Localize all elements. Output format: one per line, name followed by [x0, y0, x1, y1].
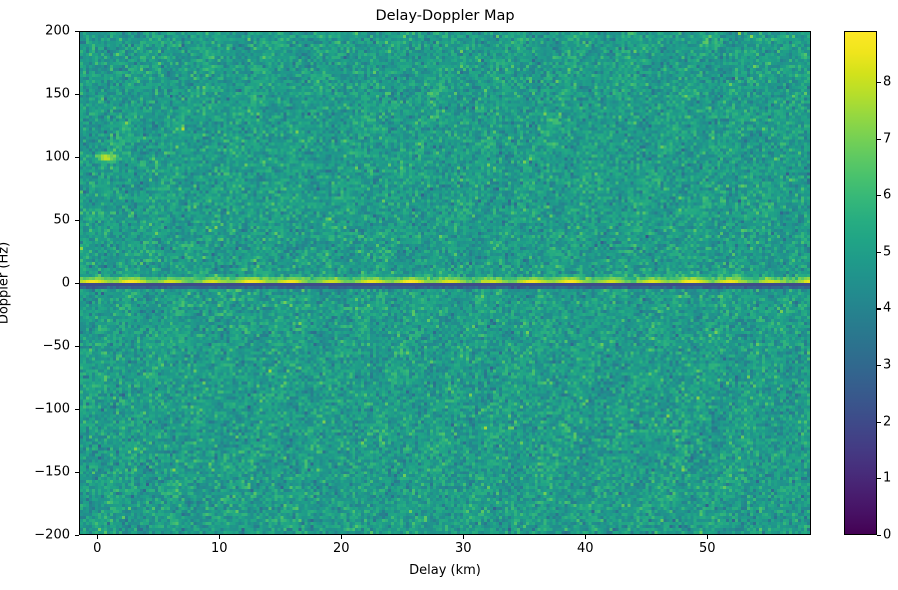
x-tick-mark [219, 535, 221, 539]
y-tick-label: 50 [53, 212, 70, 228]
colorbar-tick-mark [877, 421, 881, 423]
y-tick-label: 150 [45, 86, 70, 102]
y-tick-mark [75, 94, 79, 96]
colorbar-tick-mark [877, 478, 881, 480]
colorbar-tick-mark [877, 138, 881, 140]
colorbar-tick-label: 5 [883, 244, 892, 260]
y-tick-label: 100 [45, 149, 70, 165]
colorbar-tick-mark [877, 365, 881, 367]
x-tick-label: 50 [699, 541, 716, 556]
x-tick-mark [463, 535, 465, 539]
chart-title: Delay-Doppler Map [375, 8, 515, 24]
y-tick-label: 0 [61, 275, 70, 291]
x-tick-label: 0 [93, 541, 102, 556]
y-tick-label: −150 [34, 464, 70, 480]
y-tick-mark [75, 31, 79, 33]
colorbar-tick-mark [877, 251, 881, 253]
x-tick-label: 30 [455, 541, 472, 556]
colorbar-tick-mark [877, 195, 881, 197]
delay-doppler-heatmap [80, 32, 810, 534]
colorbar-tick-label: 2 [883, 414, 892, 430]
colorbar[interactable] [844, 31, 877, 535]
colorbar-tick-label: 3 [883, 357, 892, 373]
y-axis-label: Doppler (Hz) [0, 241, 12, 325]
x-tick-mark [341, 535, 343, 539]
colorbar-tick-mark [877, 535, 881, 537]
y-tick-mark [75, 220, 79, 222]
x-tick-mark [585, 535, 587, 539]
y-tick-mark [75, 157, 79, 159]
colorbar-tick-label: 6 [883, 187, 892, 203]
y-tick-mark [75, 472, 79, 474]
colorbar-tick-mark [877, 81, 881, 84]
x-axis-label: Delay (km) [409, 563, 481, 578]
y-tick-label: −50 [42, 338, 70, 354]
x-tick-label: 20 [333, 541, 350, 556]
colorbar-tick-mark [877, 308, 881, 310]
heatmap-plot-area[interactable] [79, 31, 811, 535]
y-tick-label: −200 [34, 527, 70, 543]
colorbar-tick-label: 1 [883, 470, 892, 486]
y-tick-label: −100 [34, 401, 70, 417]
x-tick-label: 10 [211, 541, 228, 556]
y-tick-mark [75, 535, 79, 537]
y-tick-label: 200 [45, 23, 70, 39]
colorbar-tick-label: 4 [883, 300, 892, 316]
y-tick-mark [75, 283, 79, 285]
x-tick-mark [97, 535, 99, 539]
x-tick-mark [707, 535, 709, 539]
x-tick-label: 40 [577, 541, 594, 556]
colorbar-tick-label: 0 [883, 527, 892, 543]
y-tick-mark [75, 409, 79, 411]
colorbar-tick-label: 8 [883, 74, 892, 90]
y-tick-mark [75, 346, 79, 348]
colorbar-tick-label: 7 [883, 131, 892, 147]
colorbar-gradient [845, 32, 876, 534]
